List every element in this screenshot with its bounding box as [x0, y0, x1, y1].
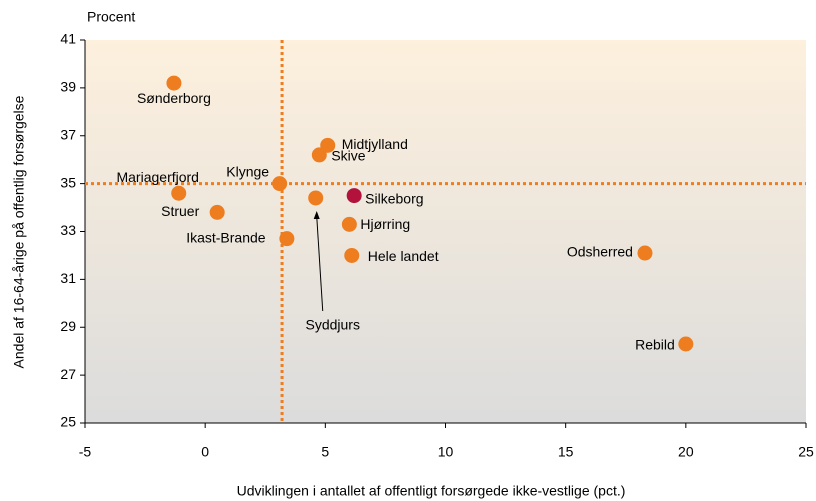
y-tick-label: 29 — [60, 318, 76, 334]
point-label: Midtjylland — [342, 136, 408, 152]
point — [166, 75, 182, 91]
point — [320, 137, 336, 153]
point — [209, 204, 225, 220]
point-label: Hjørring — [360, 216, 410, 232]
y-tick-label: 25 — [60, 414, 76, 430]
y-tick-label: 37 — [60, 126, 76, 142]
point-label: Hele landet — [368, 248, 439, 264]
point — [678, 336, 694, 352]
x-tick-label: 25 — [798, 444, 814, 460]
point-label: Syddjurs — [305, 317, 359, 333]
x-tick-label: 5 — [321, 444, 329, 460]
x-tick-label: 15 — [558, 444, 574, 460]
y-tick-label: 31 — [60, 270, 76, 286]
x-tick-label: 0 — [201, 444, 209, 460]
y-tick-label: 39 — [60, 79, 76, 95]
point — [344, 247, 360, 263]
x-tick-label: 20 — [678, 444, 694, 460]
point-label: Mariagerfjord — [116, 169, 198, 185]
point-label: Klynge — [226, 163, 269, 179]
point-label: Rebild — [635, 337, 675, 353]
y-tick-label: 27 — [60, 366, 76, 382]
point — [341, 216, 357, 232]
point-label: Odsherred — [567, 244, 633, 260]
x-tick-label: -5 — [79, 444, 92, 460]
y-unit-label: Procent — [87, 9, 135, 25]
point-label: Sønderborg — [137, 90, 211, 106]
point-label: Skive — [331, 148, 365, 164]
point — [272, 176, 288, 192]
point-label: Struer — [161, 203, 199, 219]
x-tick-label: 10 — [438, 444, 454, 460]
arrow-line — [316, 215, 324, 312]
x-axis-label: Udviklingen i antallet af offentligt for… — [237, 483, 626, 499]
point-label: Silkeborg — [365, 190, 423, 206]
y-tick-label: 35 — [60, 174, 76, 190]
point-label: Ikast-Brande — [186, 229, 266, 245]
y-axis-label: Andel af 16-64-årige på offentlig forsør… — [11, 95, 27, 368]
plot-area — [85, 40, 806, 423]
point — [346, 188, 362, 204]
y-tick-label: 41 — [60, 31, 76, 47]
point — [637, 245, 653, 261]
point — [171, 185, 187, 201]
point — [279, 231, 295, 247]
arrow-head — [313, 210, 320, 219]
point — [308, 190, 324, 206]
y-tick-label: 33 — [60, 222, 76, 238]
